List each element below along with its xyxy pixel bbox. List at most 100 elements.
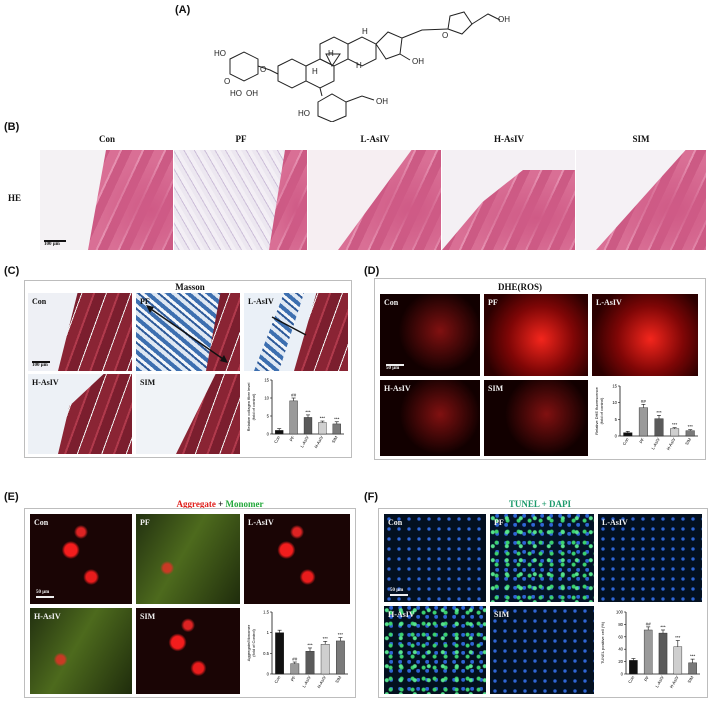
dhe-image-con: Con 50 μm [380, 294, 480, 376]
x-tick-label: H-AsIV [666, 437, 677, 451]
bar [289, 400, 298, 435]
image-label: Con [388, 518, 403, 527]
y-axis-label: (fold of control) [251, 393, 256, 420]
image-label: SIM [140, 612, 156, 621]
y-tick-label: 15 [612, 384, 617, 389]
y-tick-label: 0 [267, 432, 270, 437]
x-tick-label: H-AsIV [669, 675, 680, 689]
y-axis-label: TUNEL positive cell (%) [600, 621, 605, 664]
significance-mark: ## [291, 393, 297, 398]
x-tick-label: H-AsIV [316, 675, 327, 689]
x-tick-label: PF [288, 435, 295, 443]
y-tick-label: 5 [615, 417, 618, 422]
masson-bar-chart: Relative collagen fiber level (fold of co… [246, 378, 344, 449]
tunel-bar-chart: TUNEL positive cell (%) 0 20 40 60 80 100 Con ##… [600, 610, 700, 689]
bar [336, 640, 345, 675]
he-group-label: Con [98, 134, 115, 144]
he-group-label: SIM [632, 134, 650, 144]
y-axis-label: (fold of control) [599, 397, 604, 424]
bar [643, 629, 653, 675]
y-axis-label: Relative collagen fiber level [246, 383, 251, 432]
significance-mark: *** [305, 409, 311, 414]
tunel-image-pf: PF [490, 514, 594, 602]
image-label: SIM [488, 384, 504, 393]
masson-image-con: Con 100 μm [28, 293, 132, 371]
x-tick-label: Con [621, 436, 630, 446]
scale-bar-label: 50 μm [386, 366, 400, 371]
bar [673, 646, 683, 675]
x-tick-label: Con [273, 674, 282, 684]
structure-label: O [260, 65, 266, 74]
he-image-sim [576, 150, 706, 250]
dhe-image-h-asiv: H-AsIV [380, 380, 480, 456]
he-group-label: PF [235, 134, 247, 144]
x-tick-label: L-AsIV [299, 435, 310, 449]
bar [303, 417, 313, 435]
he-image-pf [174, 150, 307, 250]
masson-image-pf: PF [136, 293, 240, 371]
image-label: SIM [140, 378, 156, 387]
he-image-l-asiv [308, 150, 441, 250]
dhe-title: DHE(ROS) [497, 282, 542, 292]
dhe-image-l-asiv: L-AsIV [592, 294, 698, 376]
y-tick-label: 0.5 [263, 651, 269, 656]
x-tick-label: SIM [686, 675, 694, 684]
dhe-image-pf: PF [484, 294, 588, 376]
structure-label: HO [230, 89, 242, 98]
aggregate-label: Aggregate [176, 499, 216, 509]
structure-label: O [442, 31, 448, 40]
image-label: L-AsIV [248, 297, 274, 306]
jc1-image-h-asiv: H-AsIV [30, 608, 132, 694]
tunel-image-h-asiv: H-AsIV [384, 606, 486, 694]
x-tick-label: PF [643, 675, 650, 683]
bar [654, 418, 664, 437]
y-tick-label: 10 [264, 396, 269, 401]
tunel-title: TUNEL + DAPI [508, 499, 572, 509]
structure-label: HO [214, 49, 226, 58]
jc1-bar-chart: Aggregate/Monomer (fold of Control) 0 0.5 1 1… [246, 610, 348, 689]
scale-bar-label: 100 μm [44, 242, 60, 247]
structure-label: HO [298, 109, 310, 118]
significance-mark: *** [660, 624, 666, 629]
x-tick-label: PF [290, 675, 297, 683]
significance-mark: ## [292, 657, 298, 662]
x-tick-label: L-AsIV [654, 675, 665, 689]
x-tick-label: SIM [331, 435, 339, 444]
scale-bar-label: 50 μm [390, 588, 404, 593]
significance-mark: *** [656, 410, 662, 415]
image-label: Con [32, 297, 47, 306]
bar [685, 430, 695, 437]
bar [275, 430, 284, 435]
dhe-image-sim: SIM [484, 380, 588, 456]
structure-label: H [356, 61, 362, 70]
panel-d-frame [374, 278, 706, 460]
panel-e-frame [24, 508, 356, 698]
jc1-image-con: Con 50 μm [30, 514, 132, 604]
panel-label-f: (F) [364, 491, 379, 503]
monomer-label: Monomer [225, 499, 264, 509]
masson-image-h-asiv: H-AsIV [28, 374, 132, 454]
x-tick-label: PF [638, 437, 645, 445]
structure-label: OH [412, 57, 424, 66]
panel-f-frame [378, 508, 708, 698]
y-tick-label: 1.5 [263, 610, 269, 615]
y-tick-label: 100 [616, 610, 624, 615]
y-tick-label: 0 [267, 672, 270, 677]
bar [305, 651, 315, 675]
image-label: PF [488, 298, 498, 307]
panel-label-c: (C) [4, 265, 20, 277]
significance-mark: *** [307, 642, 313, 647]
x-tick-label: SIM [684, 437, 692, 446]
y-tick-label: 0 [615, 434, 618, 439]
tunel-image-sim: SIM [490, 606, 594, 694]
jc1-image-l-asiv: L-AsIV [244, 514, 350, 604]
bar [318, 422, 327, 435]
structure-label: H [312, 67, 318, 76]
bar [658, 632, 668, 675]
bar [670, 428, 680, 437]
image-label: Con [384, 298, 399, 307]
y-tick-label: 20 [618, 659, 623, 664]
y-tick-label: 60 [618, 634, 623, 639]
structure-label: H [328, 49, 334, 58]
y-tick-label: 0 [621, 672, 624, 677]
